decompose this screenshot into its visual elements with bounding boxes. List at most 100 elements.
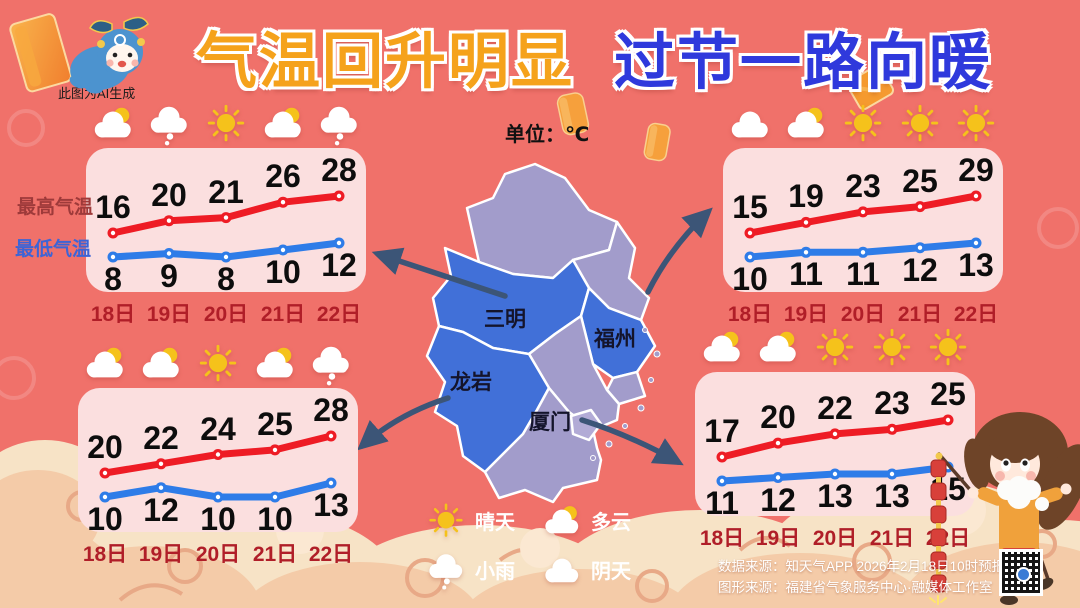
chart-panel-box <box>78 388 358 532</box>
weather-icon-sunny <box>952 101 1000 147</box>
low-temp-value: 9 <box>160 258 178 294</box>
low-temp-value: 8 <box>217 261 235 297</box>
overcast-icon <box>540 549 584 591</box>
weather-icon-light-rain <box>307 341 355 387</box>
high-temp-value: 17 <box>704 413 740 449</box>
map-label-longyan: 龙岩 <box>450 370 492 394</box>
high-temp-value: 21 <box>208 174 244 210</box>
date-label: 20日 <box>195 543 241 566</box>
date-label: 19日 <box>755 527 801 550</box>
low-temp-value: 8 <box>104 261 122 297</box>
low-temp-value: 11 <box>789 256 823 292</box>
low-temp-series-label: 最低气温 <box>15 239 92 260</box>
high-temp-value: 20 <box>151 177 187 213</box>
date-label: 20日 <box>812 527 858 550</box>
low-temp-value: 10 <box>732 261 768 297</box>
weather-icon-partly-cloudy <box>259 101 307 147</box>
city-panel-fuzhou: 15 19 23 25 29 10 11 11 12 13 18日 19日 20日 21日 22日 <box>723 104 1003 326</box>
legend-label-overcast: 阴天 <box>591 561 631 583</box>
date-label: 19日 <box>146 303 192 326</box>
arrow-to-xiamen-panel <box>579 417 684 466</box>
legend-label-sunny: 晴天 <box>475 512 515 534</box>
weather-icon-light-rain <box>145 101 193 147</box>
low-temp-value: 11 <box>705 485 739 521</box>
weather-icon-overcast <box>726 101 774 147</box>
weather-icon-sunny <box>811 325 859 371</box>
high-temp-value: 29 <box>958 152 994 188</box>
legend-label-partly-cloudy: 多云 <box>591 512 631 534</box>
low-temp-value: 12 <box>321 247 357 283</box>
high-temp-series-label: 最高气温 <box>17 197 94 218</box>
low-temp-value: 12 <box>143 492 179 528</box>
city-panel-sanming: 16 20 21 26 28 8 9 8 10 12 18日 19日 20日 21日 22日 <box>86 104 366 326</box>
legend-item-sunny: 晴天 <box>424 496 540 545</box>
date-label: 22日 <box>953 303 999 326</box>
high-temp-value: 22 <box>143 420 179 456</box>
chart-panel-box <box>86 148 366 292</box>
data-source-line: 数据来源：知天气APP 2026年2月18日10时预报 <box>718 559 1006 574</box>
weather-icon-partly-cloudy <box>698 325 746 371</box>
date-label: 20日 <box>203 303 249 326</box>
sunny-icon <box>424 500 468 542</box>
lantern-icon <box>643 122 671 162</box>
high-temp-value: 23 <box>845 168 881 204</box>
weather-icon-partly-cloudy <box>754 325 802 371</box>
legend-item-partly-cloudy: 多云 <box>540 496 656 545</box>
weather-icon-sunny <box>924 325 972 371</box>
weather-icon-partly-cloudy <box>782 101 830 147</box>
map-label-sanming: 三明 <box>484 308 526 331</box>
arrow-to-fuzhou-panel <box>645 207 713 295</box>
arrow-to-longyan-panel <box>357 395 451 451</box>
weather-icon-sunny <box>839 101 887 147</box>
weather-icon-partly-cloudy <box>137 341 185 387</box>
weather-icon-sunny <box>868 325 916 371</box>
high-temp-value: 15 <box>732 189 768 225</box>
low-temp-value: 10 <box>87 501 123 537</box>
low-temp-value: 11 <box>846 256 880 292</box>
high-temp-value: 22 <box>817 390 853 426</box>
date-label: 22日 <box>316 303 362 326</box>
date-label: 18日 <box>699 527 745 550</box>
arrow-to-sanming-panel <box>371 247 508 299</box>
high-temp-value: 16 <box>95 189 131 225</box>
low-temp-value: 10 <box>265 254 301 290</box>
weather-icon-sunny <box>896 101 944 147</box>
date-label: 22日 <box>308 543 354 566</box>
date-label: 18日 <box>82 543 128 566</box>
weather-legend: 晴天 多云 小雨 阴天 <box>424 496 656 594</box>
unit-label: 单位：℃ <box>505 124 590 146</box>
date-label: 20日 <box>840 303 886 326</box>
weather-icon-partly-cloudy <box>89 101 137 147</box>
high-temp-value: 20 <box>87 429 123 465</box>
date-label: 21日 <box>252 543 298 566</box>
weather-icon-partly-cloudy <box>81 341 129 387</box>
date-label: 21日 <box>869 527 915 550</box>
low-temp-value: 12 <box>902 252 938 288</box>
low-temp-value: 10 <box>200 501 236 537</box>
date-label: 19日 <box>783 303 829 326</box>
girl-illustration <box>929 412 1080 605</box>
legend-label-light-rain: 小雨 <box>475 561 515 583</box>
legend-item-overcast: 阴天 <box>540 545 656 594</box>
city-panel-xiamen: 17 20 22 23 25 11 12 13 13 15 18日 19日 20日 21日 22日 <box>695 328 975 550</box>
high-temp-value: 24 <box>200 411 236 447</box>
low-temp-value: 10 <box>257 501 293 537</box>
mascot-icon <box>9 13 149 94</box>
chart-panel-box <box>723 148 1003 292</box>
fujian-province-map: 三明 福州 龙岩 厦门 <box>425 162 661 504</box>
red-packet-icon <box>846 65 894 111</box>
low-temp-value: 13 <box>874 478 910 514</box>
high-temp-value: 28 <box>313 392 349 428</box>
weather-icon-partly-cloudy <box>251 341 299 387</box>
credits: 数据来源：知天气APP 2026年2月18日10时预报 图形来源：福建省气象服务… <box>718 556 1005 598</box>
graphic-source-line: 图形来源：福建省气象服务中心·融媒体工作室 <box>718 580 993 595</box>
map-region-xiamen <box>569 408 603 442</box>
main-title-part2: 过节一路向暖 <box>614 28 993 96</box>
high-temp-value: 23 <box>874 385 910 421</box>
date-label: 21日 <box>260 303 306 326</box>
legend-item-light-rain: 小雨 <box>424 545 540 594</box>
high-temp-value: 25 <box>930 376 966 412</box>
high-temp-value: 25 <box>257 406 293 442</box>
